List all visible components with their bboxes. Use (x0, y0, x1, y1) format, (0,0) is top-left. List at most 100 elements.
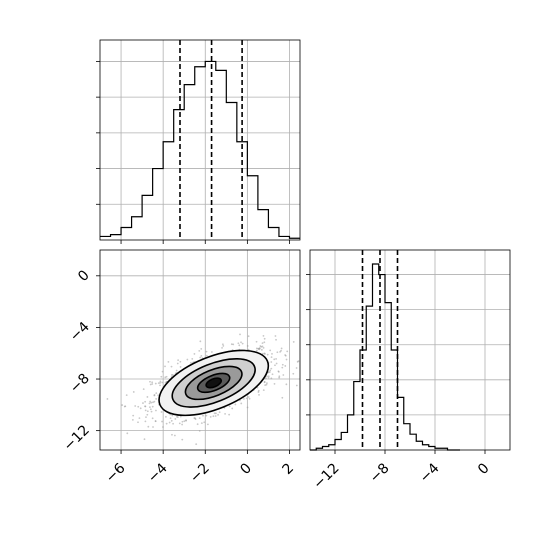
scatter-point (161, 370, 164, 373)
scatter-point (215, 412, 217, 415)
scatter-point (189, 361, 192, 364)
scatter-point (260, 345, 263, 348)
scatter-point (171, 414, 174, 417)
scatter-point (144, 409, 147, 412)
axes-frame (309, 249, 511, 451)
contour-inner (106, 333, 300, 446)
scatter-point (170, 365, 173, 368)
scatter-point (196, 423, 199, 426)
scatter-point (172, 374, 174, 376)
scatter-point (267, 375, 270, 378)
scatter-point (255, 340, 258, 343)
scatter-point (240, 402, 243, 405)
scatter-point (209, 416, 212, 418)
scatter-point (134, 405, 137, 407)
scatter-point (247, 335, 250, 338)
scatter-point (121, 404, 124, 406)
scatter-point (234, 403, 237, 406)
scatter-point (181, 423, 184, 426)
scatter-point (280, 349, 282, 352)
scatter-point (150, 401, 153, 404)
scatter-point (123, 405, 126, 408)
scatter-point (262, 389, 265, 392)
scatter-point (281, 366, 284, 369)
scatter-point (137, 405, 140, 408)
scatter-point (247, 396, 250, 398)
scatter-point (295, 384, 298, 387)
scatter-point (154, 382, 157, 385)
scatter-point (170, 419, 173, 422)
scatter-point (198, 417, 201, 420)
scatter-point (292, 372, 295, 375)
scatter-point (142, 388, 145, 391)
scatter-point (144, 405, 146, 408)
scatter-point (278, 376, 281, 379)
scatter-point (151, 381, 154, 384)
scatter-point (164, 415, 167, 418)
scatter-point (146, 413, 149, 416)
scatter-point (200, 422, 203, 425)
scatter-point (161, 420, 163, 423)
histogram-x-bars (100, 60, 300, 239)
scatter-point (228, 405, 231, 408)
scatter-point (155, 398, 158, 400)
scatter-point (205, 350, 208, 353)
scatter-point (239, 333, 241, 336)
scatter-point (153, 400, 156, 403)
scatter-point (280, 347, 283, 350)
scatter-point (139, 407, 142, 410)
scatter-point (221, 343, 224, 346)
scatter-point (255, 349, 258, 352)
scatter-point (248, 397, 251, 400)
scatter-point (245, 397, 248, 400)
scatter-point (240, 341, 242, 344)
scatter-point (177, 359, 180, 362)
scatter-point (181, 438, 184, 441)
scatter-point (195, 443, 198, 446)
scatter-point (285, 358, 288, 361)
scatter-point (246, 406, 249, 409)
scatter-point (273, 358, 276, 361)
scatter-point (211, 351, 213, 353)
scatter-point (232, 343, 235, 346)
scatter-point (183, 420, 186, 423)
scatter-point (199, 356, 202, 359)
scatter-point (263, 381, 266, 384)
histogram-y-bars (310, 263, 460, 451)
scatter-point (263, 337, 266, 340)
scatter-point (149, 383, 152, 386)
scatter-point (221, 346, 223, 349)
scatter-point (266, 382, 268, 384)
scatter-point (144, 420, 147, 423)
scatter-point (157, 394, 160, 397)
scatter-point (160, 411, 163, 413)
scatter-point (263, 341, 266, 344)
scatter-point (258, 393, 260, 396)
scatter-point (173, 434, 176, 437)
scatter-point (176, 415, 178, 418)
scatter-point (162, 426, 164, 428)
scatter-point (157, 382, 160, 385)
scatter-point (262, 335, 265, 337)
scatter-point (292, 341, 295, 343)
scatter-point (271, 352, 273, 355)
scatter-point (284, 354, 287, 357)
scatter-point (179, 366, 182, 368)
scatter-point (214, 415, 217, 417)
scatter-point (275, 358, 277, 360)
scatter-point (193, 417, 196, 419)
scatter-point (153, 394, 156, 396)
scatter-point (171, 433, 173, 436)
scatter-point (159, 380, 162, 383)
scatter-point (144, 400, 147, 403)
scatter-point (199, 340, 202, 343)
scatter-point (151, 405, 154, 408)
scatter-point (205, 414, 208, 417)
contour-panel: −6 −4 −2 0 20−4−8−12 (61, 249, 301, 486)
scatter-point (106, 398, 109, 400)
scatter-point (138, 417, 141, 420)
scatter-point (178, 422, 181, 425)
scatter-point (125, 394, 128, 396)
